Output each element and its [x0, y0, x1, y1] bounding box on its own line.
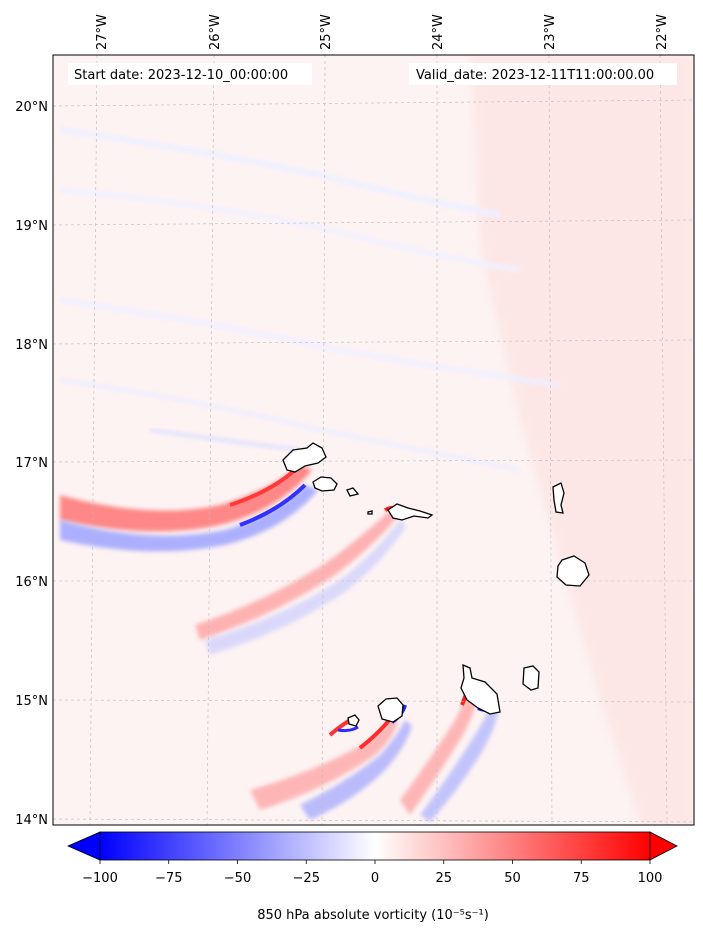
colorbar-tick-label: 0: [371, 871, 379, 886]
colorbar-ticks: [99, 860, 651, 864]
lat-label: 17°N: [15, 456, 48, 471]
lon-label: 22°W: [655, 14, 670, 50]
valid-date-box: [409, 63, 677, 85]
latitude-labels: 20°N 19°N 18°N 17°N 16°N 15°N 14°N: [15, 100, 48, 828]
island-fogo: [377, 697, 404, 723]
map-frame: [52, 54, 695, 826]
island-sao-nicolau: [387, 503, 434, 521]
colorbar-tick-label: −50: [224, 871, 251, 886]
colorbar-body: [99, 831, 651, 861]
colorbar-tick-label: 100: [638, 871, 663, 886]
valid-date-label: Valid_date: 2023-12-11T11:00:00.00: [416, 68, 654, 83]
colorbar-extend-left: [67, 831, 101, 861]
start-date-label: Start date: 2023-12-10_00:00:00: [74, 68, 288, 83]
colorbar-extend-right: [649, 831, 678, 861]
colorbar-title: 850 hPa absolute vorticity (10⁻⁵s⁻¹): [257, 908, 489, 923]
lon-label: 27°W: [95, 14, 110, 50]
colorbar-tick-label: −25: [293, 871, 320, 886]
lat-label: 16°N: [15, 575, 48, 590]
island-santa-luzia: [346, 487, 360, 497]
colorbar-tick-label: 75: [573, 871, 590, 886]
colorbar-tick-label: −100: [82, 871, 118, 886]
colorbar-tick-label: −75: [155, 871, 182, 886]
colorbar: −100 −75 −50 −25 0 25 50 75 100 850 hPa …: [67, 831, 678, 923]
lon-label: 25°W: [319, 14, 334, 50]
island-maio: [522, 665, 540, 691]
longitude-labels: 27°W 26°W 25°W 24°W 23°W 22°W: [95, 14, 670, 50]
lat-label: 15°N: [15, 694, 48, 709]
island-brava: [347, 714, 360, 727]
lon-label: 23°W: [543, 14, 558, 50]
colorbar-tick-label: 50: [504, 871, 521, 886]
lat-label: 14°N: [15, 813, 48, 828]
graticule: [53, 55, 694, 825]
lon-label: 26°W: [208, 14, 223, 50]
island-santiago: [460, 663, 501, 715]
lat-label: 19°N: [15, 219, 48, 234]
coastlines: [282, 442, 590, 727]
lat-label: 18°N: [15, 338, 48, 353]
island-santo-antao: [282, 442, 327, 473]
colorbar-tick-label: 25: [435, 871, 452, 886]
lat-label: 20°N: [15, 100, 48, 115]
island-boa-vista: [556, 555, 590, 587]
lon-label: 24°W: [431, 14, 446, 50]
colorbar-tick-labels: −100 −75 −50 −25 0 25 50 75 100: [82, 871, 662, 886]
island-sao-vicente: [312, 476, 338, 492]
island-ilheu: [367, 510, 373, 515]
start-date-box: [68, 63, 312, 85]
vorticity-field: [53, 55, 694, 825]
island-sal: [552, 482, 565, 514]
